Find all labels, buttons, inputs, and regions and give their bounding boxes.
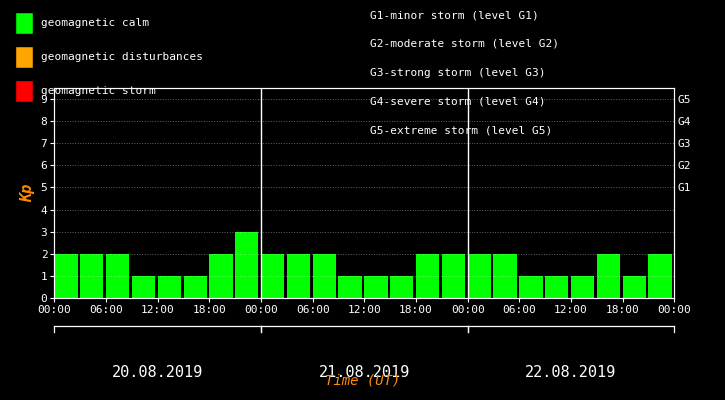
Bar xyxy=(287,254,310,298)
Bar xyxy=(571,276,594,298)
Bar xyxy=(364,276,388,298)
Text: G3-strong storm (level G3): G3-strong storm (level G3) xyxy=(370,68,545,78)
Bar xyxy=(545,276,568,298)
Text: 20.08.2019: 20.08.2019 xyxy=(112,365,203,380)
Text: 22.08.2019: 22.08.2019 xyxy=(526,365,616,380)
Y-axis label: Kp: Kp xyxy=(20,184,35,202)
Bar xyxy=(183,276,207,298)
Bar xyxy=(597,254,620,298)
Bar xyxy=(54,254,78,298)
Text: Time (UT): Time (UT) xyxy=(325,374,400,388)
Bar xyxy=(261,254,284,298)
Text: G4-severe storm (level G4): G4-severe storm (level G4) xyxy=(370,96,545,106)
Bar xyxy=(312,254,336,298)
Bar xyxy=(339,276,362,298)
Text: 21.08.2019: 21.08.2019 xyxy=(319,365,410,380)
Bar xyxy=(623,276,646,298)
Text: geomagnetic disturbances: geomagnetic disturbances xyxy=(41,52,203,62)
Bar xyxy=(235,232,258,298)
Bar xyxy=(106,254,129,298)
Bar xyxy=(80,254,104,298)
Bar xyxy=(390,276,413,298)
Text: G5-extreme storm (level G5): G5-extreme storm (level G5) xyxy=(370,125,552,135)
Bar xyxy=(210,254,233,298)
Text: G1-minor storm (level G1): G1-minor storm (level G1) xyxy=(370,10,539,20)
Text: geomagnetic storm: geomagnetic storm xyxy=(41,86,156,96)
Bar xyxy=(442,254,465,298)
Bar xyxy=(648,254,671,298)
Text: G2-moderate storm (level G2): G2-moderate storm (level G2) xyxy=(370,39,559,49)
Bar xyxy=(416,254,439,298)
Bar xyxy=(494,254,517,298)
Text: geomagnetic calm: geomagnetic calm xyxy=(41,18,149,28)
Bar xyxy=(132,276,155,298)
Bar xyxy=(468,254,491,298)
Bar xyxy=(157,276,181,298)
Bar xyxy=(519,276,542,298)
